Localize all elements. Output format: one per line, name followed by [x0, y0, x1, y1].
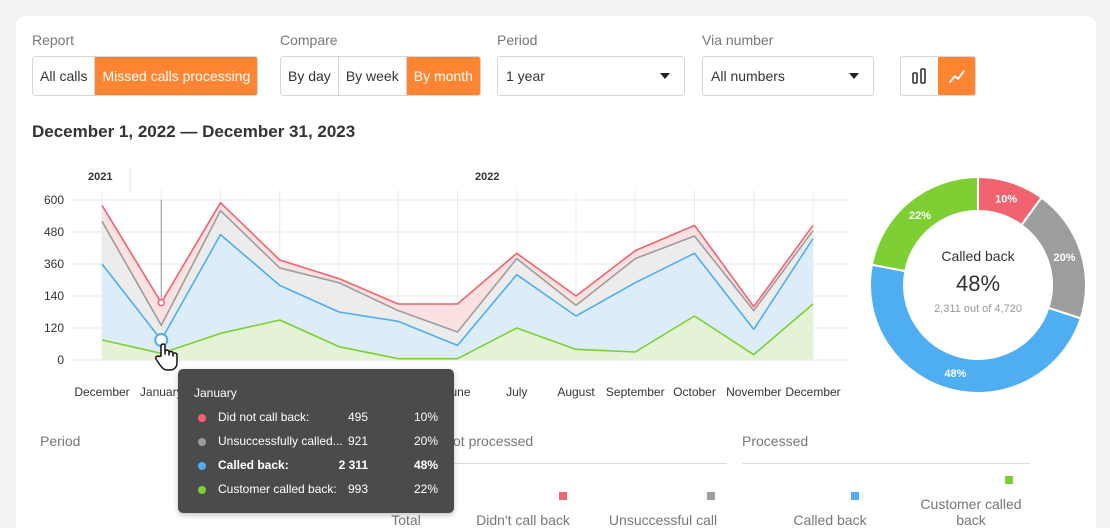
report-option-all-calls[interactable]: All calls: [33, 57, 96, 95]
tooltip-title: January: [194, 386, 237, 400]
compare-option-day[interactable]: By day: [281, 57, 339, 95]
tooltip-row-unsuccessful: Unsuccessfully called... 921 20%: [178, 434, 454, 450]
unsuccessful-call-swatch: [707, 492, 715, 500]
compare-toggle: By day By week By month: [280, 56, 481, 96]
donut-center-value: 48%: [956, 271, 1000, 296]
report-option-missed-calls[interactable]: Missed calls processing: [95, 57, 258, 95]
unsuccessful-dot-icon: [198, 438, 206, 446]
line-chart-icon: [948, 70, 965, 83]
customer-called-back-swatch: [1005, 476, 1013, 484]
column-customer-called-back: Customer called back: [920, 496, 1022, 528]
donut-chart: 10% 20% 48% 22% Called back 48% 2,311 out o…: [869, 175, 1087, 394]
report-label: Report: [32, 32, 75, 48]
tooltip-row-customer: Customer called back: 993 22%: [178, 482, 454, 498]
chart-type-toggle: [900, 56, 976, 96]
tooltip-row-pct: 48%: [413, 458, 438, 472]
column-called-back: Called back: [793, 512, 867, 528]
period-select-value: 1 year: [506, 68, 545, 84]
via-number-select[interactable]: All numbers: [702, 56, 874, 96]
did-not-dot-icon: [198, 414, 206, 422]
line-chart-button[interactable]: [938, 57, 975, 95]
column-didnt-call-back: Didn't call back: [476, 512, 570, 528]
donut-slice[interactable]: [869, 263, 1082, 394]
donut-slice-label: 10%: [995, 193, 1017, 205]
didnt-call-back-swatch: [559, 492, 567, 500]
tooltip-row-pct: 22%: [413, 482, 438, 496]
bar-chart-icon: [911, 68, 926, 84]
tooltip-row-name: Unsuccessfully called...: [218, 434, 343, 448]
donut-slice-label: 48%: [944, 368, 966, 380]
chart-tooltip: January Did not call back: 495 10% Unsuc…: [178, 369, 454, 513]
not-processed-divider: [445, 463, 727, 464]
period-column-header: Period: [40, 433, 81, 449]
tooltip-row-did-not: Did not call back: 495 10%: [178, 410, 454, 426]
called-back-dot-icon: [198, 462, 206, 470]
processed-divider: [742, 463, 1030, 464]
processed-header: Processed: [742, 433, 809, 449]
hand-cursor-icon: [155, 343, 178, 371]
via-number-label: Via number: [702, 32, 774, 48]
called-back-swatch: [851, 492, 859, 500]
bar-chart-button[interactable]: [901, 57, 938, 95]
tooltip-row-name: Did not call back:: [218, 410, 310, 424]
tooltip-row-value: 2 311: [338, 458, 368, 472]
tooltip-row-pct: 10%: [413, 410, 438, 424]
period-label: Period: [497, 32, 538, 48]
column-total: Total: [391, 512, 421, 528]
tooltip-row-pct: 20%: [413, 434, 438, 448]
via-number-select-value: All numbers: [711, 68, 785, 84]
tooltip-row-value: 495: [347, 410, 368, 424]
customer-dot-icon: [198, 486, 206, 494]
donut-center-sub: 2,311 out of 4,720: [934, 303, 1022, 315]
compare-option-month[interactable]: By month: [406, 57, 480, 95]
chevron-down-icon: [849, 73, 859, 79]
chevron-down-icon: [660, 73, 670, 79]
not-processed-header: ot processed: [453, 433, 534, 449]
tooltip-row-name: Called back:: [218, 458, 289, 472]
tooltip-row-called-back: Called back: 2 311 48%: [178, 458, 454, 474]
donut-slice[interactable]: [870, 175, 979, 273]
compare-label: Compare: [280, 32, 338, 48]
tooltip-row-value: 921: [347, 434, 368, 448]
donut-center-label: Called back: [941, 248, 1015, 264]
tooltip-row-name: Customer called back:: [218, 482, 337, 496]
period-select[interactable]: 1 year: [497, 56, 685, 96]
tooltip-row-value: 993: [347, 482, 368, 496]
donut-slice-label: 20%: [1054, 252, 1076, 264]
compare-option-week[interactable]: By week: [339, 57, 407, 95]
donut-slice-label: 22%: [909, 210, 931, 222]
date-range-title: December 1, 2022 — December 31, 2023: [32, 122, 356, 141]
column-unsuccessful-call: Unsuccessful call: [608, 512, 718, 528]
report-toggle: All calls Missed calls processing: [32, 56, 259, 96]
